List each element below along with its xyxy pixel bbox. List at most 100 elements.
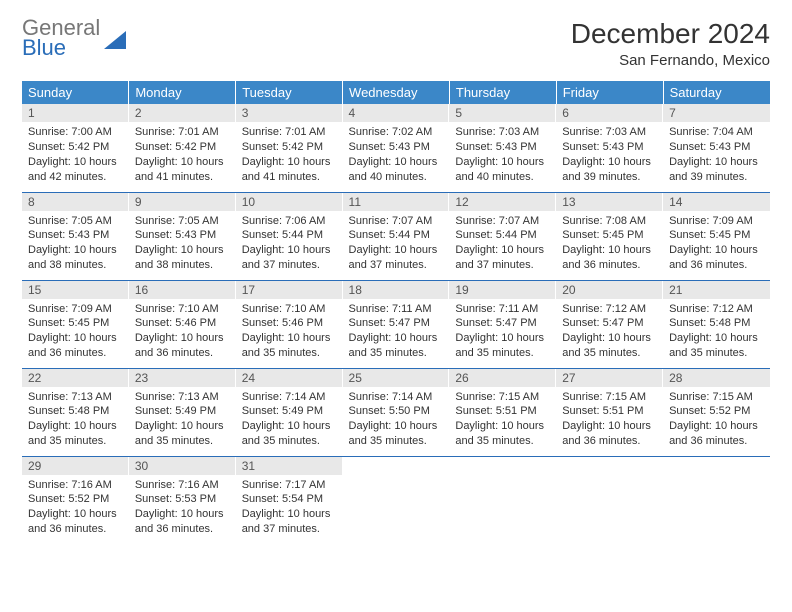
calendar-cell <box>343 456 450 544</box>
calendar-cell: 20Sunrise: 7:12 AMSunset: 5:47 PMDayligh… <box>556 280 663 368</box>
calendar-cell: 22Sunrise: 7:13 AMSunset: 5:48 PMDayligh… <box>22 368 129 456</box>
day-number: 30 <box>129 457 236 475</box>
sunrise-line: Sunrise: 7:13 AM <box>135 390 230 405</box>
calendar-cell: 1Sunrise: 7:00 AMSunset: 5:42 PMDaylight… <box>22 104 129 192</box>
calendar-head: SundayMondayTuesdayWednesdayThursdayFrid… <box>22 81 770 104</box>
sunrise-line: Sunrise: 7:15 AM <box>562 390 657 405</box>
calendar-cell <box>556 456 663 544</box>
daylight-line: Daylight: 10 hours and 40 minutes. <box>349 155 444 185</box>
calendar-cell: 16Sunrise: 7:10 AMSunset: 5:46 PMDayligh… <box>129 280 236 368</box>
day-body: Sunrise: 7:10 AMSunset: 5:46 PMDaylight:… <box>236 299 343 367</box>
daylight-line: Daylight: 10 hours and 36 minutes. <box>562 243 657 273</box>
sunrise-line: Sunrise: 7:17 AM <box>242 478 337 493</box>
sunset-line: Sunset: 5:44 PM <box>349 228 444 243</box>
sunrise-line: Sunrise: 7:07 AM <box>455 214 550 229</box>
day-header: Sunday <box>22 81 129 104</box>
daylight-line: Daylight: 10 hours and 41 minutes. <box>242 155 337 185</box>
daylight-line: Daylight: 10 hours and 36 minutes. <box>135 507 230 537</box>
sunset-line: Sunset: 5:44 PM <box>455 228 550 243</box>
day-number: 14 <box>663 193 770 211</box>
sunset-line: Sunset: 5:46 PM <box>242 316 337 331</box>
sunrise-line: Sunrise: 7:13 AM <box>28 390 123 405</box>
sunrise-line: Sunrise: 7:11 AM <box>455 302 550 317</box>
sunset-line: Sunset: 5:42 PM <box>28 140 123 155</box>
calendar-cell: 29Sunrise: 7:16 AMSunset: 5:52 PMDayligh… <box>22 456 129 544</box>
day-body: Sunrise: 7:08 AMSunset: 5:45 PMDaylight:… <box>556 211 663 279</box>
sunset-line: Sunset: 5:51 PM <box>455 404 550 419</box>
day-number: 10 <box>236 193 343 211</box>
day-body: Sunrise: 7:09 AMSunset: 5:45 PMDaylight:… <box>22 299 129 367</box>
daylight-line: Daylight: 10 hours and 35 minutes. <box>28 419 123 449</box>
day-number: 11 <box>343 193 450 211</box>
day-body: Sunrise: 7:10 AMSunset: 5:46 PMDaylight:… <box>129 299 236 367</box>
calendar-cell: 9Sunrise: 7:05 AMSunset: 5:43 PMDaylight… <box>129 192 236 280</box>
sunrise-line: Sunrise: 7:08 AM <box>562 214 657 229</box>
day-number-empty <box>663 457 770 475</box>
sunrise-line: Sunrise: 7:03 AM <box>455 125 550 140</box>
calendar-cell: 5Sunrise: 7:03 AMSunset: 5:43 PMDaylight… <box>449 104 556 192</box>
daylight-line: Daylight: 10 hours and 36 minutes. <box>28 507 123 537</box>
sunset-line: Sunset: 5:43 PM <box>349 140 444 155</box>
sunset-line: Sunset: 5:54 PM <box>242 492 337 507</box>
page-subtitle: San Fernando, Mexico <box>571 52 770 69</box>
calendar-body: 1Sunrise: 7:00 AMSunset: 5:42 PMDaylight… <box>22 104 770 544</box>
daylight-line: Daylight: 10 hours and 42 minutes. <box>28 155 123 185</box>
day-body: Sunrise: 7:15 AMSunset: 5:52 PMDaylight:… <box>663 387 770 455</box>
day-body: Sunrise: 7:00 AMSunset: 5:42 PMDaylight:… <box>22 122 129 190</box>
sail-icon <box>104 31 126 49</box>
day-body: Sunrise: 7:11 AMSunset: 5:47 PMDaylight:… <box>449 299 556 367</box>
day-number: 21 <box>663 281 770 299</box>
calendar-cell: 3Sunrise: 7:01 AMSunset: 5:42 PMDaylight… <box>236 104 343 192</box>
day-body: Sunrise: 7:16 AMSunset: 5:53 PMDaylight:… <box>129 475 236 543</box>
calendar-cell: 4Sunrise: 7:02 AMSunset: 5:43 PMDaylight… <box>343 104 450 192</box>
daylight-line: Daylight: 10 hours and 36 minutes. <box>669 243 764 273</box>
sunset-line: Sunset: 5:43 PM <box>135 228 230 243</box>
day-number: 9 <box>129 193 236 211</box>
day-number: 3 <box>236 104 343 122</box>
day-header: Tuesday <box>236 81 343 104</box>
calendar-cell: 30Sunrise: 7:16 AMSunset: 5:53 PMDayligh… <box>129 456 236 544</box>
sunset-line: Sunset: 5:43 PM <box>562 140 657 155</box>
logo-text: General Blue <box>22 18 100 58</box>
calendar-cell: 13Sunrise: 7:08 AMSunset: 5:45 PMDayligh… <box>556 192 663 280</box>
sunrise-line: Sunrise: 7:10 AM <box>242 302 337 317</box>
sunrise-line: Sunrise: 7:03 AM <box>562 125 657 140</box>
daylight-line: Daylight: 10 hours and 36 minutes. <box>28 331 123 361</box>
daylight-line: Daylight: 10 hours and 35 minutes. <box>242 419 337 449</box>
day-body: Sunrise: 7:02 AMSunset: 5:43 PMDaylight:… <box>343 122 450 190</box>
sunrise-line: Sunrise: 7:02 AM <box>349 125 444 140</box>
day-header: Wednesday <box>343 81 450 104</box>
day-number: 26 <box>449 369 556 387</box>
sunset-line: Sunset: 5:45 PM <box>669 228 764 243</box>
day-number: 31 <box>236 457 343 475</box>
calendar-cell: 7Sunrise: 7:04 AMSunset: 5:43 PMDaylight… <box>663 104 770 192</box>
day-number: 13 <box>556 193 663 211</box>
daylight-line: Daylight: 10 hours and 37 minutes. <box>349 243 444 273</box>
logo: General Blue <box>22 18 126 58</box>
calendar-cell: 27Sunrise: 7:15 AMSunset: 5:51 PMDayligh… <box>556 368 663 456</box>
sunrise-line: Sunrise: 7:00 AM <box>28 125 123 140</box>
daylight-line: Daylight: 10 hours and 39 minutes. <box>669 155 764 185</box>
day-number: 15 <box>22 281 129 299</box>
daylight-line: Daylight: 10 hours and 38 minutes. <box>135 243 230 273</box>
calendar-table: SundayMondayTuesdayWednesdayThursdayFrid… <box>22 81 770 544</box>
day-body: Sunrise: 7:16 AMSunset: 5:52 PMDaylight:… <box>22 475 129 543</box>
page-title: December 2024 <box>571 18 770 50</box>
day-header-row: SundayMondayTuesdayWednesdayThursdayFrid… <box>22 81 770 104</box>
day-body: Sunrise: 7:15 AMSunset: 5:51 PMDaylight:… <box>556 387 663 455</box>
calendar-cell: 25Sunrise: 7:14 AMSunset: 5:50 PMDayligh… <box>343 368 450 456</box>
day-number: 4 <box>343 104 450 122</box>
day-body: Sunrise: 7:13 AMSunset: 5:48 PMDaylight:… <box>22 387 129 455</box>
sunset-line: Sunset: 5:47 PM <box>349 316 444 331</box>
sunset-line: Sunset: 5:47 PM <box>455 316 550 331</box>
day-body: Sunrise: 7:07 AMSunset: 5:44 PMDaylight:… <box>343 211 450 279</box>
sunrise-line: Sunrise: 7:12 AM <box>562 302 657 317</box>
day-number-empty <box>449 457 556 475</box>
calendar-cell: 24Sunrise: 7:14 AMSunset: 5:49 PMDayligh… <box>236 368 343 456</box>
calendar-cell: 10Sunrise: 7:06 AMSunset: 5:44 PMDayligh… <box>236 192 343 280</box>
sunrise-line: Sunrise: 7:14 AM <box>242 390 337 405</box>
sunset-line: Sunset: 5:43 PM <box>455 140 550 155</box>
calendar-cell: 31Sunrise: 7:17 AMSunset: 5:54 PMDayligh… <box>236 456 343 544</box>
calendar-cell: 15Sunrise: 7:09 AMSunset: 5:45 PMDayligh… <box>22 280 129 368</box>
day-body: Sunrise: 7:12 AMSunset: 5:47 PMDaylight:… <box>556 299 663 367</box>
